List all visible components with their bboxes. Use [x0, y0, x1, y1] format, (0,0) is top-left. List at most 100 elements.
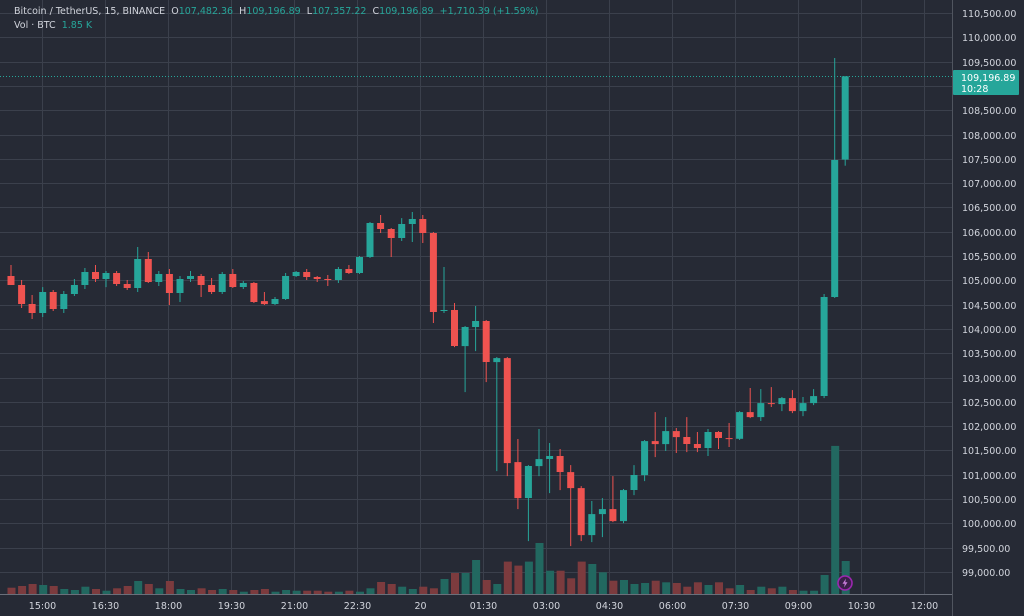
open-label: O: [171, 6, 179, 17]
candle-body: [408, 219, 416, 224]
high-label: H: [239, 6, 247, 17]
volume-bar: [524, 561, 533, 594]
candle: [324, 275, 332, 286]
price-tick-label: 110,500.00: [962, 9, 1016, 20]
candle: [662, 417, 670, 451]
time-tick-label: 12:00: [911, 601, 938, 612]
candle: [7, 265, 15, 285]
candle-body: [123, 284, 131, 288]
candle-body: [725, 438, 733, 440]
price-tick-label: 104,500.00: [962, 301, 1016, 312]
candle-body: [81, 272, 89, 285]
volume-bar: [651, 580, 660, 594]
candle-body: [704, 432, 712, 448]
candle-body: [377, 223, 385, 229]
price-tick-label: 110,000.00: [962, 33, 1016, 44]
candle: [620, 489, 627, 524]
candle-body: [218, 274, 226, 292]
candle: [18, 280, 26, 308]
volume-bar: [662, 582, 671, 594]
volume-bar: [303, 590, 312, 594]
candle: [49, 290, 57, 311]
candle-body: [239, 283, 247, 287]
time-tick-label: 19:30: [218, 601, 245, 612]
candle-body: [493, 358, 501, 363]
candle: [577, 486, 585, 542]
volume-bar: [429, 588, 438, 594]
price-tick-label: 103,500.00: [962, 349, 1016, 360]
candle: [535, 429, 543, 477]
candle-body: [799, 403, 807, 412]
candle-body: [577, 488, 585, 536]
volume-bar: [345, 590, 354, 594]
candle: [704, 429, 712, 456]
volume-bar: [81, 586, 90, 594]
candle: [715, 431, 722, 449]
candle: [831, 58, 839, 298]
candle: [70, 279, 78, 296]
candle-body: [451, 310, 458, 346]
price-tick-label: 107,500.00: [962, 155, 1016, 166]
candle: [239, 281, 247, 289]
candle-body: [92, 272, 99, 279]
time-tick-label: 20: [414, 601, 426, 612]
candle-body: [113, 273, 121, 284]
close-label: C: [372, 6, 380, 17]
volume-bar: [641, 583, 650, 594]
price-tick-label: 105,500.00: [962, 252, 1016, 263]
time-tick-label: 01:30: [470, 601, 497, 612]
candle-body: [260, 301, 268, 305]
lightning-icon[interactable]: [837, 575, 853, 591]
candle: [419, 215, 427, 243]
volume-bar: [472, 560, 481, 594]
low-value: 107,357.22: [312, 6, 367, 17]
candle-body: [472, 321, 480, 327]
time-tick-label: 21:00: [281, 601, 308, 612]
candle-body: [60, 294, 68, 309]
candle: [81, 268, 89, 289]
candle: [387, 228, 395, 257]
volume-bar: [810, 590, 819, 594]
symbol-title[interactable]: Bitcoin / TetherUS, 15, BINANCE: [14, 6, 166, 17]
candle-body: [461, 327, 469, 347]
candle-body: [662, 431, 670, 445]
volume-bar: [208, 590, 217, 594]
volume-bar: [155, 588, 164, 594]
candle-body: [387, 229, 395, 238]
candle-body: [208, 285, 216, 292]
price-tick-label: 102,500.00: [962, 398, 1016, 409]
candle: [472, 306, 480, 352]
candle-body: [630, 475, 638, 490]
candle: [398, 218, 406, 241]
time-tick-label: 07:30: [722, 601, 749, 612]
volume-bar: [556, 570, 565, 594]
candle-body: [820, 297, 828, 396]
volume-bar: [113, 588, 122, 594]
candle: [440, 267, 448, 313]
volume-bar: [18, 586, 27, 594]
candle: [408, 212, 416, 242]
volume-bar: [197, 588, 206, 594]
volume-bar: [546, 570, 555, 594]
candle: [693, 432, 701, 453]
candle: [366, 222, 374, 258]
candle: [493, 357, 501, 472]
candle: [757, 389, 765, 421]
candle-body: [324, 279, 332, 280]
candle-body: [18, 285, 26, 304]
time-axis-bg[interactable]: [0, 594, 952, 616]
open-value: 107,482.36: [178, 6, 234, 17]
candle-body: [767, 403, 775, 405]
time-tick-label: 03:00: [533, 601, 560, 612]
price-axis-bg[interactable]: [952, 0, 1024, 616]
volume-bar: [356, 591, 364, 594]
volume-bar: [630, 584, 639, 594]
volume-bar: [831, 445, 840, 594]
candle: [546, 443, 554, 494]
candle: [567, 465, 575, 547]
price-tick-label: 101,000.00: [962, 471, 1016, 482]
volume-label[interactable]: Vol · BTC: [14, 20, 56, 31]
candle-body: [567, 472, 575, 489]
candle: [820, 294, 828, 399]
